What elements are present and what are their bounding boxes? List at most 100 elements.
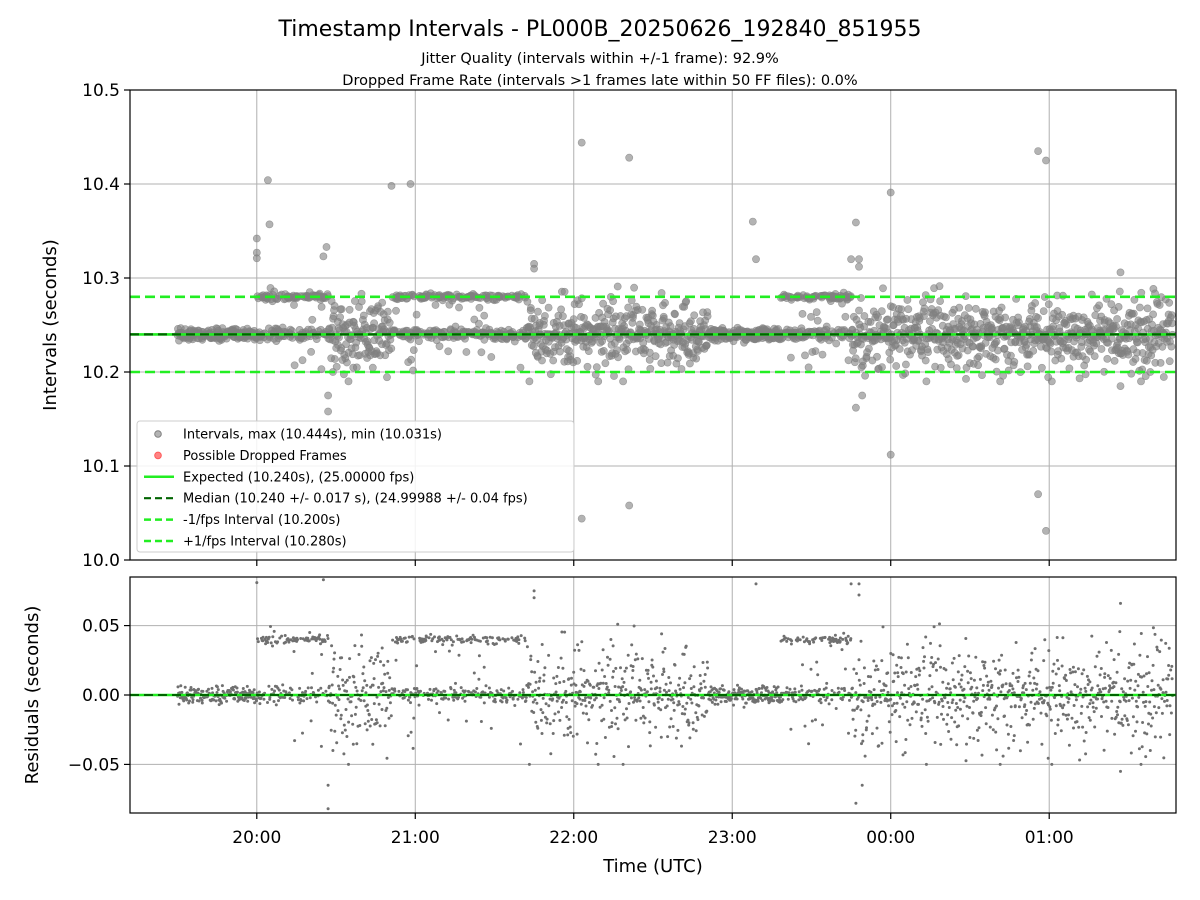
residual-point: [680, 744, 683, 748]
residual-point: [786, 697, 790, 701]
residual-point: [801, 635, 805, 639]
residual-point: [846, 634, 850, 638]
residual-point: [561, 666, 565, 670]
residual-point: [1040, 696, 1044, 700]
residual-point: [369, 656, 373, 660]
residual-point: [540, 732, 544, 735]
residual-point: [469, 641, 473, 645]
residual-point: [949, 737, 953, 741]
interval-point: [922, 377, 931, 386]
interval-point: [1057, 354, 1066, 363]
residual-point: [1028, 723, 1031, 727]
residual-point: [560, 706, 564, 709]
residual-point: [678, 676, 682, 680]
residual-point: [918, 669, 922, 673]
residual-point: [1148, 749, 1152, 752]
residual-point: [594, 696, 598, 700]
residual-point: [342, 723, 346, 727]
residual-point: [371, 742, 375, 746]
interval-point: [1168, 319, 1176, 328]
residual-point: [573, 704, 577, 708]
residual-point: [360, 689, 364, 693]
interval-point: [1044, 300, 1053, 309]
residual-point: [543, 666, 547, 670]
residual-point: [486, 642, 490, 646]
residual-point: [671, 697, 675, 701]
residual-point: [308, 631, 312, 634]
residual-point: [953, 720, 957, 724]
residual-point: [346, 697, 350, 701]
residual-point: [1170, 664, 1174, 668]
residual-point: [770, 696, 774, 699]
residual-point: [772, 699, 776, 703]
residual-point: [272, 700, 276, 703]
residual-point: [784, 636, 787, 640]
residual-point: [336, 674, 340, 678]
residual-point: [365, 728, 369, 732]
interval-point: [594, 377, 603, 386]
residual-point: [552, 719, 556, 723]
residual-point: [666, 697, 670, 701]
residual-point: [938, 644, 942, 648]
interval-point: [1129, 309, 1138, 318]
residual-point: [638, 699, 642, 703]
residual-point: [309, 719, 313, 723]
residual-point: [548, 722, 552, 726]
legend-label: Expected (10.240s), (25.00000 fps): [183, 470, 414, 485]
residual-point: [732, 703, 735, 707]
residual-point: [705, 660, 709, 664]
residual-point: [1023, 681, 1027, 685]
residual-point: [671, 725, 675, 728]
residual-point: [990, 713, 994, 717]
residual-point: [701, 661, 705, 664]
residual-point: [629, 696, 633, 700]
residual-point: [603, 736, 607, 739]
interval-point: [625, 501, 634, 510]
residual-point: [339, 717, 343, 721]
interval-point: [902, 360, 910, 369]
residual-point: [403, 636, 407, 640]
residual-point: [1009, 725, 1013, 728]
residual-point: [479, 720, 483, 723]
residual-point: [442, 639, 446, 643]
residual-point: [1116, 705, 1120, 709]
residual-point: [438, 711, 441, 715]
residual-point: [1001, 754, 1005, 758]
residual-point: [371, 683, 375, 687]
residual-point: [908, 723, 912, 727]
residual-point: [532, 596, 536, 600]
residual-point: [924, 635, 928, 639]
legend-label: -1/fps Interval (10.200s): [183, 513, 340, 528]
residual-point: [1135, 720, 1139, 724]
residual-point: [998, 672, 1002, 676]
residual-point: [310, 671, 314, 675]
residual-point: [554, 682, 558, 686]
residual-point: [533, 670, 537, 674]
residual-point: [722, 688, 726, 692]
residual-point: [320, 653, 324, 656]
residual-point: [1106, 674, 1110, 678]
x-tick-label: 01:00: [1025, 828, 1074, 848]
residual-point: [567, 717, 571, 721]
residual-point: [411, 746, 415, 750]
residual-point: [1168, 704, 1172, 708]
residual-point: [800, 688, 804, 692]
residual-point: [305, 697, 309, 701]
residual-point: [697, 704, 701, 708]
residual-point: [825, 681, 829, 685]
interval-point: [1090, 352, 1099, 360]
residual-point: [873, 668, 877, 672]
residual-point: [1144, 700, 1148, 704]
residual-point: [415, 664, 419, 668]
residual-point: [947, 730, 951, 733]
residual-point: [1113, 732, 1117, 736]
residual-point: [255, 581, 259, 585]
interval-point: [962, 374, 970, 383]
residual-point: [613, 685, 617, 688]
residual-point: [500, 700, 504, 704]
residual-point: [957, 724, 961, 728]
residual-point: [360, 633, 363, 637]
residual-point: [1027, 674, 1031, 678]
interval-point: [557, 305, 565, 314]
legend-intervals-marker: [154, 430, 162, 438]
